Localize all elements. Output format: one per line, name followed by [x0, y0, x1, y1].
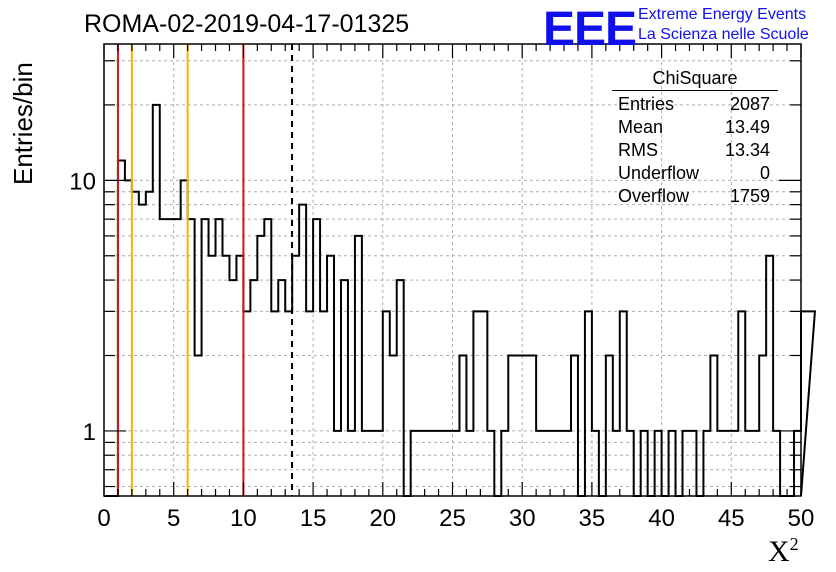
stats-row-underflow: Underflow 0: [612, 162, 778, 185]
axis-ticks: [103, 44, 802, 496]
x-tick-label: 50: [788, 505, 815, 532]
marker-lines: [116, 44, 294, 496]
stats-value: 13.34: [724, 140, 770, 160]
x-tick-label: 35: [579, 505, 606, 532]
stats-row-entries: Entries 2087: [612, 93, 778, 116]
y-tick-label: 10: [69, 168, 96, 195]
grid-lines: [104, 44, 801, 496]
tick-labels: 0 5 10 15 20 25 30 35 40 45 50 1 10: [69, 168, 814, 532]
x-tick-label: 45: [718, 505, 745, 532]
histogram-series: [104, 103, 817, 497]
logo-line-1: Extreme Energy Events: [638, 6, 807, 23]
x-tick-label: 10: [230, 505, 257, 532]
y-tick-label: 1: [83, 419, 96, 446]
chart-title: ROMA-02-2019-04-17-01325: [84, 10, 410, 38]
y-axis-label: Entries/bin: [8, 62, 38, 185]
stats-label: Entries: [618, 94, 675, 114]
stats-label: RMS: [618, 140, 658, 160]
x-tick-label: 25: [439, 505, 466, 532]
x-axis-label-sup: 2: [789, 534, 799, 554]
stats-row-mean: Mean 13.49: [612, 116, 778, 139]
x-tick-label: 40: [648, 505, 675, 532]
stats-title: ChiSquare: [612, 68, 778, 91]
stats-value: 2087: [729, 94, 770, 114]
stats-label: Overflow: [618, 186, 690, 206]
stats-row-overflow: Overflow 1759: [612, 185, 778, 208]
x-tick-label: 20: [369, 505, 396, 532]
stats-value: 0: [759, 163, 770, 183]
stats-box: ChiSquare Entries 2087 Mean 13.49 RMS 13…: [612, 68, 778, 208]
x-tick-label: 0: [97, 505, 110, 532]
stats-value: 13.49: [724, 117, 770, 137]
logo-line-2: La Scienza nelle Scuole: [638, 26, 809, 43]
stats-row-rms: RMS 13.34: [612, 139, 778, 162]
stats-label: Mean: [618, 117, 664, 137]
x-axis-label: X2: [768, 534, 799, 569]
x-tick-label: 5: [167, 505, 180, 532]
eee-logo: EEE: [543, 3, 637, 56]
histogram-outline: [104, 103, 817, 497]
x-tick-label: 30: [509, 505, 536, 532]
stats-label: Underflow: [618, 163, 700, 183]
x-tick-label: 15: [300, 505, 327, 532]
x-axis-label-base: X: [768, 535, 790, 568]
stats-value: 1759: [729, 186, 770, 206]
